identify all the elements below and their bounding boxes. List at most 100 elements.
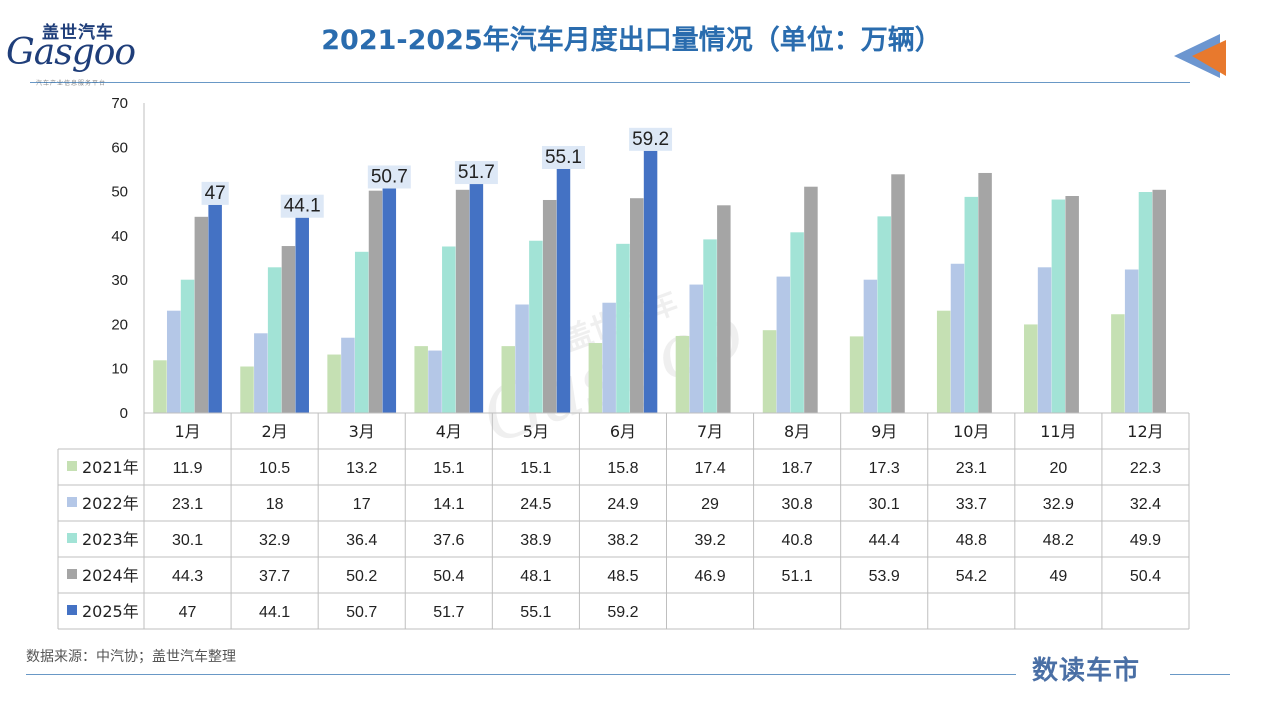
- table-cell: 54.2: [956, 568, 987, 585]
- page-title: 2021-2025年汽车月度出口量情况（单位：万辆）: [321, 25, 942, 56]
- bar: [180, 279, 195, 413]
- table-cell: 33.7: [956, 496, 987, 513]
- table-cell: 44.1: [259, 604, 290, 621]
- bar: [689, 284, 703, 413]
- y-tick-label: 50: [111, 184, 128, 201]
- bar: [267, 267, 282, 413]
- x-tick-label: 2月: [262, 422, 288, 441]
- table-cell: 38.2: [607, 532, 638, 549]
- bar: [675, 335, 690, 413]
- data-label-bg: [541, 145, 585, 169]
- table-cell: 15.1: [433, 460, 464, 477]
- table-cell: 48.1: [520, 568, 551, 585]
- data-label: 59.2: [632, 129, 669, 150]
- x-tick-label: 12月: [1127, 422, 1163, 441]
- data-label-bg: [454, 161, 498, 185]
- table-cell: 37.7: [259, 568, 290, 585]
- bar: [877, 216, 891, 413]
- table-cell: 49: [1049, 568, 1067, 585]
- bar: [428, 350, 442, 413]
- table-cell: 55.1: [520, 604, 551, 621]
- data-label: 51.7: [458, 162, 495, 183]
- x-tick-label: 9月: [871, 422, 897, 441]
- bar: [153, 360, 167, 413]
- table-cell: 30.1: [869, 496, 900, 513]
- bar: [414, 346, 428, 413]
- bar: [1124, 269, 1139, 413]
- table-cell: 24.5: [520, 496, 551, 513]
- bar: [616, 243, 630, 413]
- table-cell: 29: [701, 496, 719, 513]
- table-cell: 32.4: [1130, 496, 1161, 513]
- data-label: 55.1: [545, 147, 582, 168]
- table-cell: 50.2: [346, 568, 377, 585]
- bar: [1024, 324, 1038, 413]
- bar: [194, 216, 209, 413]
- bar: [717, 205, 731, 413]
- table-cell: 23.1: [956, 460, 987, 477]
- legend-label: 2022年: [82, 494, 139, 513]
- x-tick-label: 8月: [784, 422, 810, 441]
- bar: [469, 184, 484, 413]
- bar: [863, 279, 878, 413]
- x-tick-label: 4月: [436, 422, 462, 441]
- table-cell: 17: [353, 496, 371, 513]
- back-arrow-icon[interactable]: [1170, 32, 1230, 80]
- footer-divider-right: [1170, 674, 1230, 675]
- x-tick-label: 1月: [174, 422, 200, 441]
- y-tick-label: 0: [120, 405, 128, 422]
- table-cell: 39.2: [694, 532, 725, 549]
- bar: [254, 333, 268, 413]
- header: 盖世汽车 Gasgoo 汽车产业信息服务平台 2021-2025年汽车月度出口量…: [0, 0, 1263, 87]
- table-cell: 24.9: [607, 496, 638, 513]
- table-cell: 15.8: [607, 460, 638, 477]
- bar: [240, 366, 254, 413]
- y-tick-label: 20: [111, 316, 128, 333]
- bar: [501, 346, 516, 413]
- table-cell: 30.8: [782, 496, 813, 513]
- data-source-note: 数据来源：中汽协；盖世汽车整理: [26, 648, 236, 664]
- bar: [327, 354, 341, 413]
- data-label: 50.7: [371, 166, 408, 187]
- logo-sub: 汽车产业信息服务平台: [36, 80, 107, 87]
- header-divider: [30, 82, 1190, 83]
- legend-swatch: [67, 497, 77, 507]
- table-cell: 48.5: [607, 568, 638, 585]
- footer-brand: 数读车市: [1032, 656, 1141, 686]
- table-cell: 51.1: [782, 568, 813, 585]
- x-tick-label: 3月: [349, 422, 375, 441]
- y-tick-label: 40: [111, 228, 128, 245]
- y-tick-label: 60: [111, 139, 128, 156]
- legend-swatch: [67, 569, 77, 579]
- legend-swatch: [67, 461, 77, 471]
- bar: [1111, 314, 1125, 413]
- table-cell: 36.4: [346, 532, 377, 549]
- bar: [588, 343, 603, 413]
- bar: [936, 310, 951, 413]
- table-cell: 18: [266, 496, 284, 513]
- bar: [542, 199, 557, 413]
- legend-label: 2024年: [82, 566, 139, 585]
- bar: [630, 198, 644, 413]
- bar: [790, 232, 804, 413]
- data-label: 44.1: [284, 196, 321, 217]
- bar: [891, 174, 905, 413]
- table-cell: 37.6: [433, 532, 464, 549]
- y-tick-label: 10: [111, 361, 128, 378]
- bar: [762, 330, 777, 413]
- table-cell: 13.2: [346, 460, 377, 477]
- footer-divider: [26, 674, 1016, 675]
- table-cell: 53.9: [869, 568, 900, 585]
- data-label-bg: [201, 181, 229, 205]
- table-cell: 11.9: [173, 460, 203, 477]
- table-cell: 50.7: [346, 604, 377, 621]
- table-cell: 47: [179, 604, 197, 621]
- legend-label: 2023年: [82, 530, 139, 549]
- bar: [368, 190, 383, 413]
- table-cell: 22.3: [1130, 460, 1161, 477]
- table-cell: 44.4: [869, 532, 900, 549]
- bar-chart: 0 10 20 30 40 50 60 70 47 44.1 50.7 51.7 55.1 59.2 1月 2…: [57, 95, 1190, 630]
- bar: [354, 251, 369, 413]
- data-label-bg: [629, 127, 673, 151]
- table-cell: 18.7: [782, 460, 813, 477]
